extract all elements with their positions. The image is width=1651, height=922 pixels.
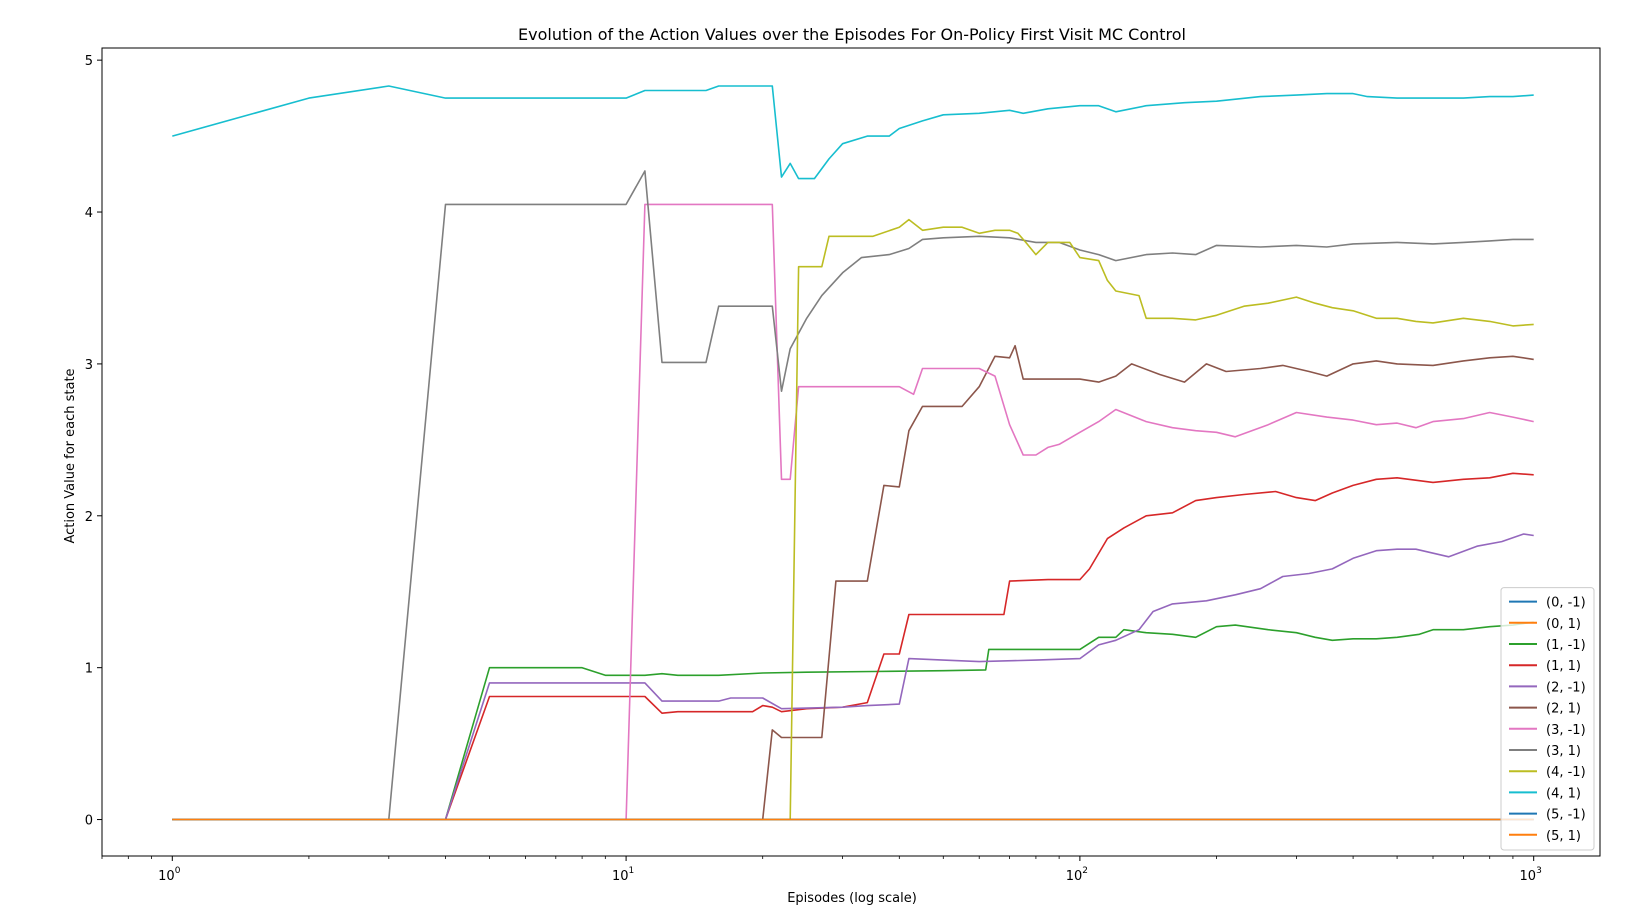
x-tick-label: 100 <box>158 866 181 884</box>
x-tick-label: 103 <box>1520 866 1542 884</box>
legend-label-10: (5, -1) <box>1546 808 1586 823</box>
legend-label-11: (5, 1) <box>1546 829 1581 844</box>
series-line-9 <box>172 85 1534 180</box>
y-tick-label: 3 <box>85 358 93 373</box>
y-tick-label: 4 <box>85 206 93 221</box>
plot-frame <box>101 47 1601 857</box>
legend-box <box>1500 587 1595 851</box>
series-line-6 <box>172 203 1534 821</box>
legend-label-4: (2, -1) <box>1546 680 1586 695</box>
legend-label-1: (0, 1) <box>1546 617 1581 632</box>
y-axis-label: Action Value for each state <box>63 368 78 543</box>
legend-label-9: (4, 1) <box>1546 786 1581 801</box>
series-line-8 <box>172 218 1534 821</box>
series-line-3 <box>172 472 1534 821</box>
legend-label-3: (1, 1) <box>1546 659 1581 674</box>
x-tick-label: 101 <box>612 866 634 884</box>
legend-label-2: (1, -1) <box>1546 638 1586 653</box>
legend-label-0: (0, -1) <box>1546 596 1586 611</box>
y-tick-label: 0 <box>85 814 93 829</box>
series-line-4 <box>172 533 1534 821</box>
legend-label-7: (3, 1) <box>1546 744 1581 759</box>
x-axis-label: Episodes (log scale) <box>787 891 917 906</box>
x-tick-label: 102 <box>1066 866 1088 884</box>
legend: (0, -1) (0, 1) (1, -1) (1, 1) (2, -1) (2, 1) (… <box>1500 587 1595 851</box>
series-line-5 <box>172 344 1534 821</box>
legend-label-5: (2, 1) <box>1546 702 1581 717</box>
legend-label-8: (4, -1) <box>1546 765 1586 780</box>
y-tick-label: 2 <box>85 510 93 525</box>
chart-title: Evolution of the Action Values over the … <box>518 25 1186 44</box>
legend-label-6: (3, -1) <box>1546 723 1586 738</box>
y-tick-label: 5 <box>85 54 93 69</box>
series-lines <box>172 85 1534 821</box>
series-line-7 <box>172 170 1534 821</box>
series-line-2 <box>172 621 1534 821</box>
plot-area: 0 1 2 3 4 5 100 101 102 103 <box>85 47 1601 884</box>
y-tick-label: 1 <box>85 662 93 677</box>
